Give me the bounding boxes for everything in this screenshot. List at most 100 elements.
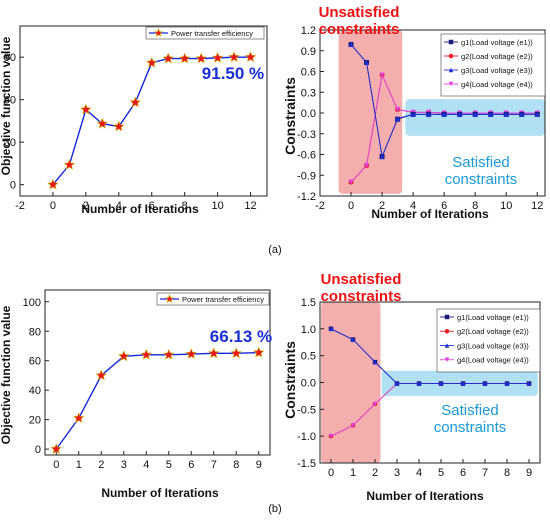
series-line-power-transfer-efficiency (55, 351, 259, 450)
y-tick-label: 30 (4, 137, 16, 149)
data-point-g3 (526, 381, 532, 386)
y-tick-label: 60 (4, 95, 16, 107)
x-tick-label: 6 (149, 200, 155, 212)
x-axis-title: Number of Iterations (366, 489, 484, 503)
x-tick-label: 4 (143, 459, 149, 471)
x-tick-label: 2 (83, 200, 89, 212)
x-tick-label: 2 (379, 200, 385, 212)
y-tick-label: 0.3 (301, 87, 316, 99)
legend-box (156, 292, 270, 306)
legend-marker-g4 (444, 357, 450, 362)
data-point-star (195, 52, 207, 64)
legend-marker-star (164, 294, 175, 303)
data-point-star (80, 103, 92, 115)
data-point-g4 (350, 423, 356, 428)
x-tick-label: 5 (166, 459, 172, 471)
y-tick-label: 0.0 (301, 108, 316, 120)
legend-marker-g1 (448, 39, 454, 45)
x-axis-title: Number of Iterations (101, 486, 219, 500)
unsatisfied-region (338, 30, 403, 194)
x-tick-label: 0 (328, 467, 334, 479)
satisfied-region (405, 99, 545, 136)
x-tick-label: 4 (116, 200, 122, 212)
x-tick-label: 4 (410, 200, 416, 212)
x-tick-label: 5 (438, 467, 444, 479)
data-point-star (95, 369, 107, 381)
x-axis-title: Number of Iterations (81, 202, 199, 216)
data-point-g4 (348, 179, 354, 185)
data-point-star (163, 348, 175, 360)
data-point-star (228, 51, 240, 63)
legend-label-g2: g2(Load voltage (e2)) (461, 52, 533, 61)
satisfied-label-line2: constraints (445, 171, 518, 188)
y-tick-label: 40 (29, 385, 41, 397)
x-tick-label: 3 (121, 459, 127, 471)
legend-marker-g4 (448, 81, 454, 87)
x-tick-label: -2 (15, 200, 25, 212)
data-point-g3 (519, 111, 525, 117)
x-tick-label: 8 (504, 467, 510, 479)
data-point-g3 (394, 381, 400, 386)
x-tick-label: 8 (182, 200, 188, 212)
data-point-g3 (504, 381, 510, 386)
data-point-star (211, 51, 224, 63)
data-point-star (162, 52, 174, 64)
legend-label-power-transfer-efficiency: Power transfer efficiency (182, 295, 264, 304)
y-axis-title: Constraints (282, 341, 298, 419)
panel-label-b: (b) (268, 503, 281, 515)
data-point-g3 (350, 337, 356, 342)
legend-marker-g1 (444, 314, 450, 320)
x-tick-label: 2 (372, 467, 378, 479)
plot-frame (44, 289, 271, 456)
data-point-g3 (441, 111, 447, 117)
data-point-g3 (460, 381, 466, 386)
legend-label-g3: g3(Load voltage (e3)) (461, 66, 533, 75)
chart-a-left: -2 0 2 4 6 8 10 12 0 30 60 90 Number of Iterations Ob… (0, 25, 268, 216)
y-tick-label: 90 (4, 52, 16, 64)
x-tick-label: 9 (256, 459, 262, 471)
y-tick-label: 0 (10, 180, 16, 192)
y-tick-label: 0.5 (301, 351, 316, 363)
legend-marker-star (153, 28, 164, 37)
satisfied-label-line2: constraints (434, 419, 507, 436)
x-tick-label: 3 (394, 467, 400, 479)
data-point-g3 (482, 381, 488, 386)
y-tick-label: -0.6 (297, 150, 316, 162)
data-point-g4 (372, 401, 378, 407)
data-point-g3 (348, 42, 354, 48)
data-point-g3 (379, 154, 385, 160)
data-point-g3 (438, 381, 444, 386)
data-point-g3 (395, 116, 401, 122)
x-axis-title: Number of Iterations (371, 207, 489, 221)
y-tick-label: 0 (35, 444, 41, 456)
efficiency-annotation: 91.50 % (202, 64, 264, 83)
data-point-g3 (457, 111, 463, 117)
x-tick-label: 7 (211, 459, 217, 471)
legend-label-g4: g4(Load voltage (e4)) (457, 356, 529, 365)
chart-a-right: -2 0 2 4 6 8 10 12 -1.2 -0.9 -0.6 -0.3 0.0 0.3 0.6 0.9 1… (282, 4, 546, 221)
data-point-star (185, 348, 197, 359)
y-tick-label: 0.9 (301, 46, 316, 58)
y-tick-label: -1.5 (297, 458, 316, 470)
y-tick-label: -1.0 (297, 431, 316, 443)
data-point-star (50, 443, 62, 454)
unsatisfied-label-line2: constraints (319, 21, 400, 38)
y-tick-label: -0.9 (297, 170, 316, 182)
data-point-g4 (328, 433, 334, 439)
y-tick-label: 100 (23, 297, 41, 309)
data-point-g4 (395, 107, 401, 113)
y-tick-label: 20 (29, 415, 41, 427)
data-point-g3 (503, 111, 509, 117)
unsatisfied-region (321, 302, 381, 463)
x-tick-label: 8 (233, 459, 239, 471)
data-point-star (96, 117, 109, 129)
x-tick-label: 6 (460, 467, 466, 479)
satisfied-label-line1: Satisfied (441, 402, 499, 419)
x-tick-label: 4 (416, 467, 422, 479)
y-axis-title: Constraints (282, 77, 298, 155)
data-point-star (230, 347, 242, 359)
data-point-g3 (416, 381, 422, 386)
data-point-g3 (472, 111, 478, 117)
legend-marker-g2 (448, 53, 454, 59)
